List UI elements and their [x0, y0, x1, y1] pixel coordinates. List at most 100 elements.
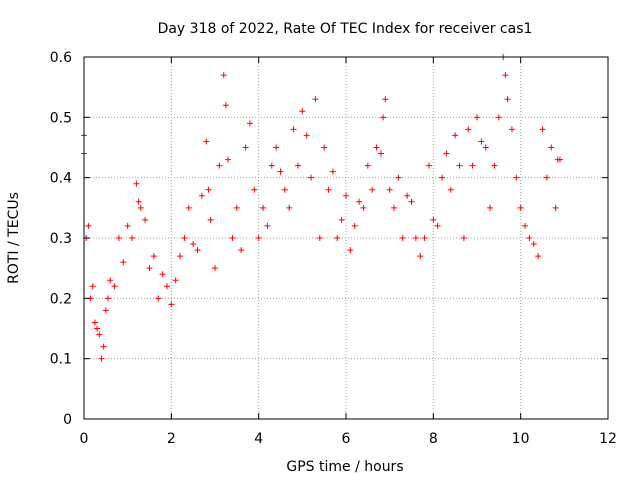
chart-title: Day 318 of 2022, Rate Of TEC Index for r… [158, 21, 533, 37]
data-point [456, 162, 463, 169]
y-tick-label: 0 [63, 412, 72, 428]
data-point [273, 144, 280, 151]
data-point [198, 192, 205, 199]
data-point [150, 253, 157, 260]
data-point [98, 355, 105, 362]
data-point [107, 277, 114, 284]
data-point [268, 162, 275, 169]
data-point [452, 132, 459, 139]
data-point [508, 126, 515, 133]
data-point [142, 216, 149, 223]
data-point [286, 204, 293, 211]
data-point [356, 198, 363, 205]
data-point [412, 235, 419, 241]
data-point [535, 253, 542, 260]
data-point [105, 295, 112, 302]
data-point [386, 186, 393, 193]
data-point [351, 222, 358, 229]
data-point [513, 174, 520, 181]
data-point [552, 204, 559, 211]
data-point [347, 247, 354, 254]
data-point [334, 235, 341, 241]
data-point [212, 265, 218, 272]
data-point [543, 174, 550, 181]
data-point [504, 96, 511, 103]
data-point [395, 174, 402, 181]
data-point [172, 277, 179, 284]
data-point [487, 204, 494, 211]
data-point [120, 259, 127, 266]
data-point [94, 325, 101, 332]
data-point [89, 283, 96, 290]
data-point [399, 235, 406, 241]
data-point [111, 283, 118, 290]
data-point [530, 241, 537, 248]
data-point [430, 216, 437, 223]
data-point [556, 156, 563, 163]
data-point [469, 162, 476, 169]
data-point [168, 301, 175, 308]
data-point [299, 108, 306, 115]
data-point [205, 186, 212, 193]
data-point [522, 222, 529, 229]
data-point [325, 186, 332, 193]
x-tick-label: 2 [167, 431, 176, 447]
data-point [447, 186, 454, 193]
y-tick-label: 0.2 [50, 291, 72, 307]
data-point [255, 235, 262, 241]
data-point [115, 235, 122, 241]
data-point [478, 138, 485, 145]
data-point [229, 235, 236, 241]
y-tick-label: 0.5 [50, 110, 72, 126]
data-point [91, 319, 98, 326]
data-points [81, 54, 563, 362]
y-axis-label: ROTI / TECUs [6, 192, 22, 284]
x-tick-label: 6 [342, 431, 351, 447]
data-point [482, 144, 489, 151]
data-point [124, 222, 131, 229]
y-tick-label: 0.3 [50, 231, 72, 247]
data-point [539, 126, 546, 133]
data-point [100, 343, 107, 350]
data-point [137, 204, 144, 211]
data-point [465, 126, 472, 133]
data-point [163, 283, 170, 290]
data-point [181, 235, 188, 241]
data-point [190, 241, 197, 248]
data-point [329, 168, 336, 175]
data-point [460, 235, 467, 241]
data-point [220, 72, 227, 79]
data-point [216, 162, 223, 169]
data-point [425, 162, 432, 169]
x-axis-label: GPS time / hours [286, 459, 403, 475]
data-point [96, 331, 103, 338]
data-point [281, 186, 288, 193]
data-point [373, 144, 380, 151]
data-point [294, 162, 301, 169]
y-tick-label: 0.4 [50, 171, 72, 187]
data-point [246, 120, 253, 127]
data-point [194, 247, 201, 254]
data-point [321, 144, 328, 151]
data-point [102, 307, 109, 314]
data-point [343, 192, 349, 199]
data-point [491, 162, 498, 169]
data-point [421, 235, 428, 241]
data-point [233, 204, 240, 211]
data-point [434, 222, 441, 229]
data-point [203, 138, 210, 145]
data-point [502, 72, 509, 79]
data-point [382, 96, 389, 103]
data-point [207, 216, 214, 223]
y-tick-label: 0.1 [50, 352, 72, 368]
data-point [312, 96, 319, 103]
data-point [439, 174, 446, 181]
data-point [85, 222, 92, 229]
data-point [277, 168, 284, 175]
data-point [185, 204, 192, 211]
data-point [308, 174, 315, 181]
data-point [290, 126, 297, 133]
data-point [417, 253, 424, 260]
data-point [316, 235, 323, 241]
data-point [264, 222, 271, 229]
